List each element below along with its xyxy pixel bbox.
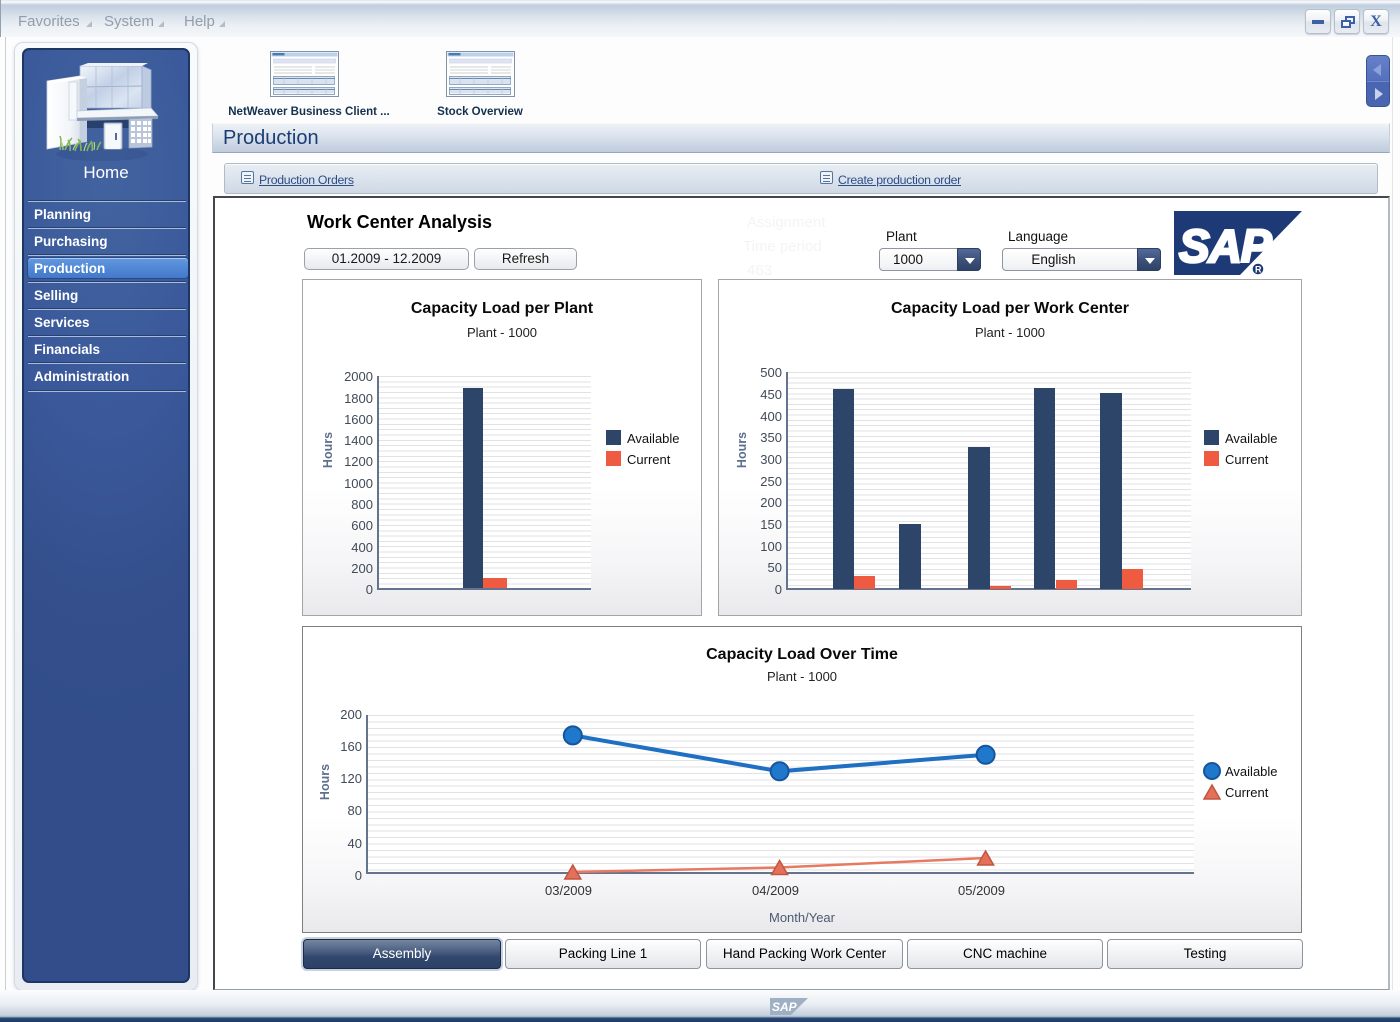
svg-text:SAP: SAP: [772, 1000, 798, 1014]
svg-text:R: R: [1255, 265, 1262, 275]
